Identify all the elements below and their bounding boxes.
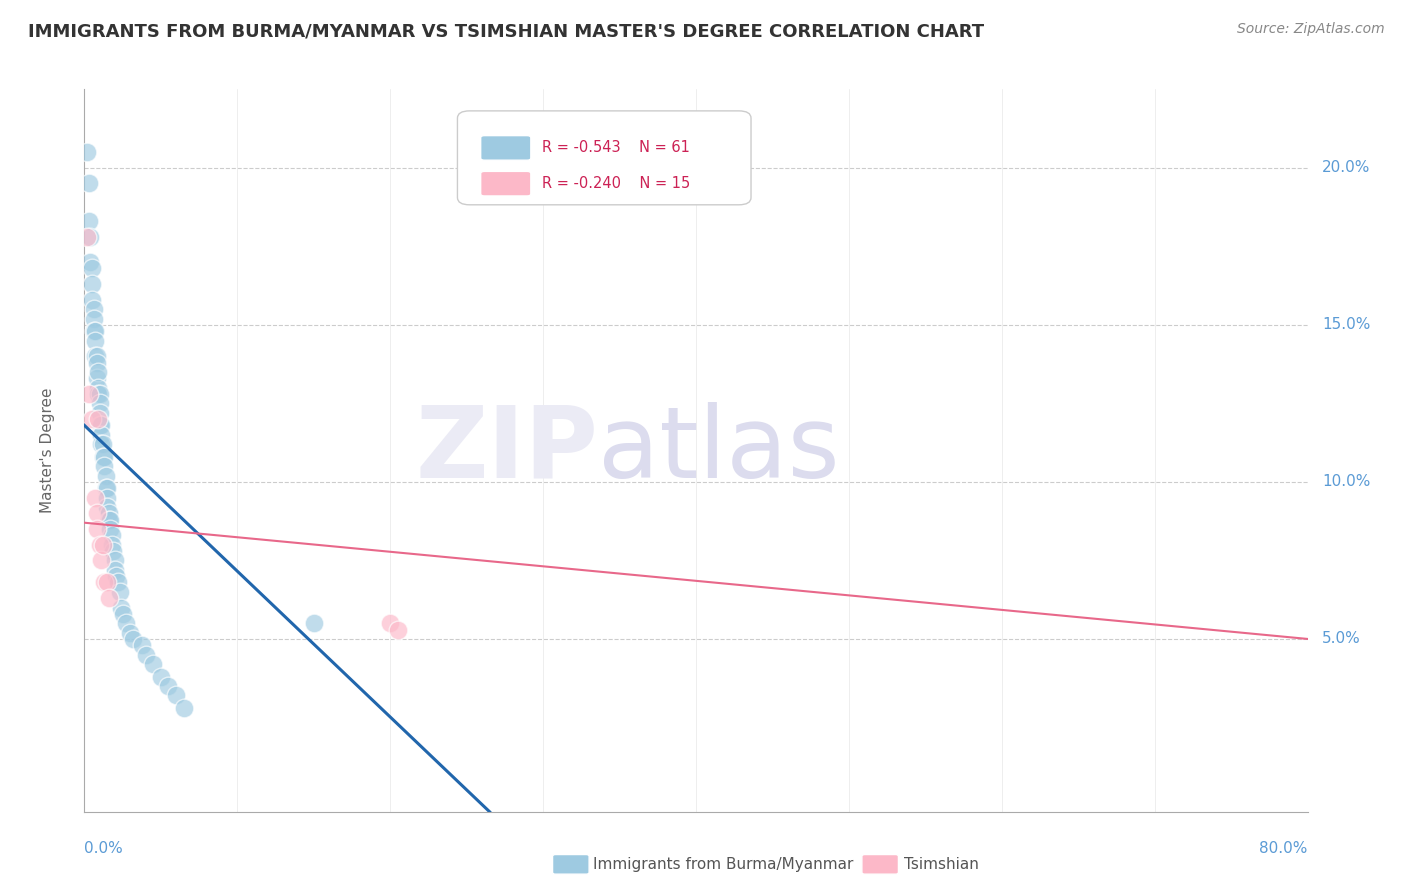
Text: 5.0%: 5.0% xyxy=(1322,632,1361,647)
Point xyxy=(80,261,103,276)
Point xyxy=(105,569,128,583)
Text: Tsimshian: Tsimshian xyxy=(904,857,979,871)
Point xyxy=(89,406,111,420)
Point xyxy=(173,701,195,715)
Point xyxy=(83,302,105,317)
Point xyxy=(97,591,120,606)
Point xyxy=(83,311,105,326)
Text: IMMIGRANTS FROM BURMA/MYANMAR VS TSIMSHIAN MASTER'S DEGREE CORRELATION CHART: IMMIGRANTS FROM BURMA/MYANMAR VS TSIMSHI… xyxy=(28,22,984,40)
Point xyxy=(101,528,124,542)
FancyBboxPatch shape xyxy=(481,171,531,196)
Point xyxy=(76,230,98,244)
Point xyxy=(122,632,145,646)
Point xyxy=(107,575,129,590)
Point xyxy=(80,412,103,426)
FancyBboxPatch shape xyxy=(457,111,751,205)
Point xyxy=(90,427,112,442)
Point xyxy=(120,625,142,640)
Point xyxy=(108,584,131,599)
Point xyxy=(76,145,98,159)
Text: 15.0%: 15.0% xyxy=(1322,318,1371,333)
Point xyxy=(90,553,112,567)
Point xyxy=(149,670,172,684)
Point xyxy=(104,553,127,567)
Point xyxy=(89,538,111,552)
Text: 0.0%: 0.0% xyxy=(84,840,124,855)
Text: Immigrants from Burma/Myanmar: Immigrants from Burma/Myanmar xyxy=(593,857,853,871)
Point xyxy=(86,506,108,520)
Point xyxy=(77,177,100,191)
Point xyxy=(91,538,114,552)
Text: R = -0.240    N = 15: R = -0.240 N = 15 xyxy=(541,176,690,191)
Point xyxy=(93,575,115,590)
Point xyxy=(135,648,157,662)
Point xyxy=(86,355,108,369)
Point xyxy=(98,512,121,526)
Point xyxy=(96,575,118,590)
Point xyxy=(84,491,107,505)
Point xyxy=(142,657,165,671)
Text: 20.0%: 20.0% xyxy=(1322,161,1371,175)
Point xyxy=(165,689,187,703)
Point xyxy=(96,481,118,495)
Point xyxy=(87,381,110,395)
Point xyxy=(96,500,118,514)
Point xyxy=(93,459,115,474)
Point xyxy=(77,387,100,401)
Point xyxy=(97,506,120,520)
Point xyxy=(104,563,127,577)
Text: 10.0%: 10.0% xyxy=(1322,475,1371,490)
Text: ZIP: ZIP xyxy=(415,402,598,499)
Point xyxy=(380,616,402,631)
Point xyxy=(86,349,108,363)
Point xyxy=(110,600,132,615)
Point xyxy=(157,679,180,693)
Point xyxy=(86,371,108,385)
Point xyxy=(80,277,103,291)
Point xyxy=(89,396,111,410)
Point xyxy=(93,450,115,464)
Text: R = -0.543    N = 61: R = -0.543 N = 61 xyxy=(541,140,690,155)
Point xyxy=(79,230,101,244)
Point xyxy=(111,607,134,621)
Point xyxy=(87,365,110,379)
Point xyxy=(86,522,108,536)
Point xyxy=(87,387,110,401)
Text: atlas: atlas xyxy=(598,402,839,499)
Point xyxy=(89,387,111,401)
Point xyxy=(80,293,103,307)
Point xyxy=(131,638,153,652)
Point xyxy=(103,544,125,558)
Point xyxy=(97,512,120,526)
Point xyxy=(90,418,112,433)
Point xyxy=(94,468,117,483)
Point xyxy=(87,412,110,426)
Text: Source: ZipAtlas.com: Source: ZipAtlas.com xyxy=(1237,22,1385,37)
Point xyxy=(91,450,114,464)
Point xyxy=(89,418,111,433)
Point xyxy=(96,491,118,505)
Point xyxy=(91,437,114,451)
Point xyxy=(90,437,112,451)
Point xyxy=(84,334,107,348)
Text: 80.0%: 80.0% xyxy=(1260,840,1308,855)
Point xyxy=(79,255,101,269)
Point xyxy=(302,616,325,631)
Point xyxy=(94,481,117,495)
FancyBboxPatch shape xyxy=(481,136,531,161)
Point xyxy=(84,324,107,338)
Point xyxy=(387,623,409,637)
Text: Master's Degree: Master's Degree xyxy=(41,388,55,513)
Point xyxy=(114,616,136,631)
Point xyxy=(84,349,107,363)
Point xyxy=(77,214,100,228)
Point xyxy=(83,324,105,338)
Point xyxy=(98,522,121,536)
Point xyxy=(101,538,124,552)
